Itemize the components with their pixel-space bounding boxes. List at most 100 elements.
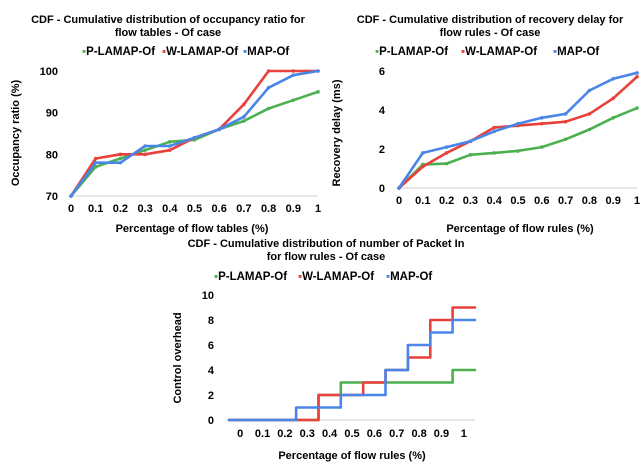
data-point [635,75,639,79]
x-tick-label: 0 [68,203,74,215]
x-tick-label: 0.2 [113,203,128,215]
x-axis-label: Percentage of flow rules (%) [446,223,594,235]
y-tick-label: 2 [379,144,385,156]
series-line-w-lamap-of [227,306,477,422]
x-axis-label: Percentage of flow rules (%) [278,450,426,462]
legend-marker: ▪ [162,46,166,58]
legend-marker: ▪ [461,46,465,58]
data-point [242,102,246,107]
legend-entry-map: ▪MAP-Of [553,46,599,58]
legend-marker: ▪ [243,46,247,58]
x-tick-label: 0.1 [255,428,270,440]
data-point [587,88,592,93]
data-point [444,151,449,155]
data-point [444,145,449,149]
x-tick-label: 0.8 [582,195,597,207]
y-tick-label: 6 [208,340,214,352]
legend-entry-w-lamap: ▪W-LAMAP-Of [162,46,238,58]
data-point [611,116,615,120]
y-axis-label: Control overhead [172,312,184,403]
data-point [516,149,520,153]
data-point [118,160,123,165]
data-point [587,127,592,132]
legend-label: MAP-Of [557,46,599,58]
x-tick-label: 0.6 [212,203,227,215]
series-line-p-lamap-of [397,106,639,190]
data-point [291,73,296,77]
series-line-map-of [227,318,477,422]
y-tick-label: 0 [208,415,214,427]
data-point [69,194,73,198]
legend-entry-map: ▪MAP-Of [243,46,289,58]
x-tick-label: 0.7 [389,428,404,440]
data-point [192,135,197,140]
legend-label: P-LAMAP-Of [86,46,155,58]
x-tick-label: 0.6 [534,195,549,207]
y-tick-label: 8 [208,315,214,327]
data-point [316,90,320,94]
legend-marker: ▪ [375,46,379,58]
data-point [563,137,568,142]
data-point [266,85,271,90]
x-tick-label: 0.4 [162,203,178,215]
legend-label: W-LAMAP-Of [465,46,537,58]
legend-entry-w-lamap: ▪W-LAMAP-Of [298,271,374,283]
y-tick-label: 0 [379,183,385,195]
x-tick-label: 0.9 [286,203,301,215]
chart-title-line: CDF - Cumulative distribution of occupan… [31,14,306,26]
data-point [291,98,296,102]
y-axis-label: Occupancy ratio (%) [10,79,22,186]
chart-recovery-delay: CDF - Cumulative distribution of recover… [331,14,640,235]
data-point [563,119,568,124]
chart-title-line: flow tables - Of case [115,27,221,39]
y-tick-label: 100 [40,66,58,78]
chart-occupancy-ratio: CDF - Cumulative distribution of occupan… [10,14,321,235]
data-point [540,145,544,149]
data-point [118,152,123,157]
data-point [242,119,246,123]
y-tick-label: 6 [379,66,385,78]
x-tick-label: 0 [396,195,402,207]
legend-label: P-LAMAP-Of [379,46,448,58]
series-line-w-lamap-of [69,69,320,198]
data-point [492,151,497,155]
x-tick-label: 0.6 [367,428,382,440]
chart-title-line: flow rules - Of case [440,27,541,39]
chart-title-line: for flow rules - Of case [267,251,386,263]
data-point [217,127,221,132]
data-point [316,69,320,73]
data-point [611,96,615,101]
legend-entry-p-lamap: ▪P-LAMAP-Of [214,271,287,283]
data-point [611,77,615,81]
legend-label: MAP-Of [390,271,432,283]
x-tick-label: 0.9 [606,195,621,207]
series-line-w-lamap-of [397,75,639,190]
data-point [421,151,425,155]
data-point [468,139,473,143]
data-point [540,121,544,126]
legend-marker: ▪ [386,271,390,283]
x-tick-label: 0.5 [510,195,525,207]
data-point [266,69,271,73]
x-tick-label: 0.4 [487,195,503,207]
data-point [291,69,296,73]
legend-label: MAP-Of [247,46,289,58]
data-point [143,152,147,157]
legend: ▪P-LAMAP-Of ▪W-LAMAP-Of ▪MAP-Of [375,46,599,58]
legend-label: W-LAMAP-Of [166,46,238,58]
legend-label: P-LAMAP-Of [218,271,287,283]
y-tick-label: 10 [202,290,214,302]
x-tick-label: 0 [237,428,243,440]
x-tick-label: 0.3 [463,195,478,207]
data-point [242,115,246,119]
data-point [168,148,172,152]
x-tick-label: 0.8 [261,203,276,215]
y-tick-label: 70 [46,191,58,203]
data-point [492,129,497,134]
x-tick-label: 0.1 [415,195,430,207]
legend-entry-p-lamap: ▪P-LAMAP-Of [82,46,155,58]
data-point [143,148,147,152]
legend-marker: ▪ [82,46,86,58]
x-tick-label: 1 [315,203,321,215]
